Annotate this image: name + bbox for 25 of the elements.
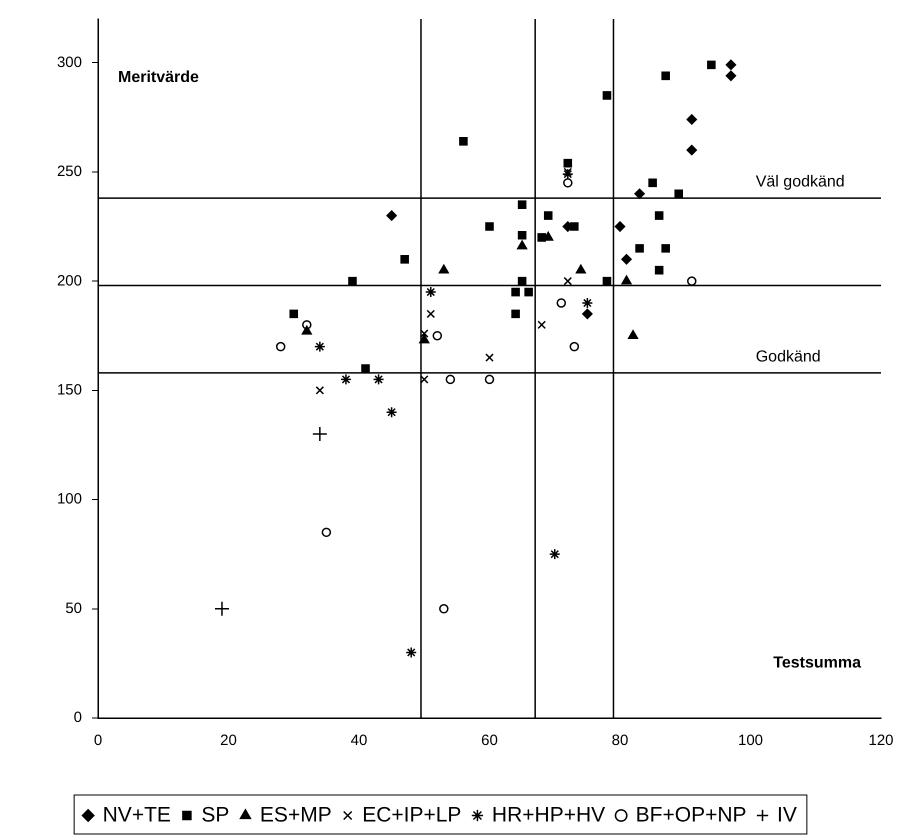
y-tick-label: 150 (56, 381, 82, 398)
y-tick-label: 100 (56, 490, 82, 508)
ref-line-label: Väl godkänd (756, 174, 845, 191)
y-axis-title: Meritvärde (118, 69, 200, 86)
x-tick-label: 0 (94, 732, 102, 750)
y-tick-label: 250 (56, 163, 82, 180)
legend-label: BF+OP+NP (636, 803, 747, 826)
legend-label: ES+MP (260, 803, 332, 826)
legend-label: IV (777, 803, 797, 826)
y-tick-label: 50 (65, 600, 82, 617)
y-tick-label: 300 (56, 54, 82, 71)
x-axis-title: Testsumma (773, 654, 862, 672)
x-tick-label: 80 (612, 732, 628, 750)
legend-label: NV+TE (102, 803, 171, 826)
x-tick-label: 20 (220, 732, 237, 750)
y-tick-label: 200 (56, 272, 82, 290)
y-tick-label: 0 (74, 709, 82, 726)
legend-label: EC+IP+LP (362, 803, 462, 826)
x-tick-label: 40 (350, 732, 368, 750)
ref-line-label: Godkänd (756, 348, 821, 366)
x-tick-label: 120 (868, 732, 894, 750)
legend-label: SP (201, 803, 230, 826)
x-tick-label: 100 (738, 732, 764, 750)
x-tick-label: 60 (481, 732, 498, 750)
legend-label: HR+HP+HV (492, 803, 606, 826)
